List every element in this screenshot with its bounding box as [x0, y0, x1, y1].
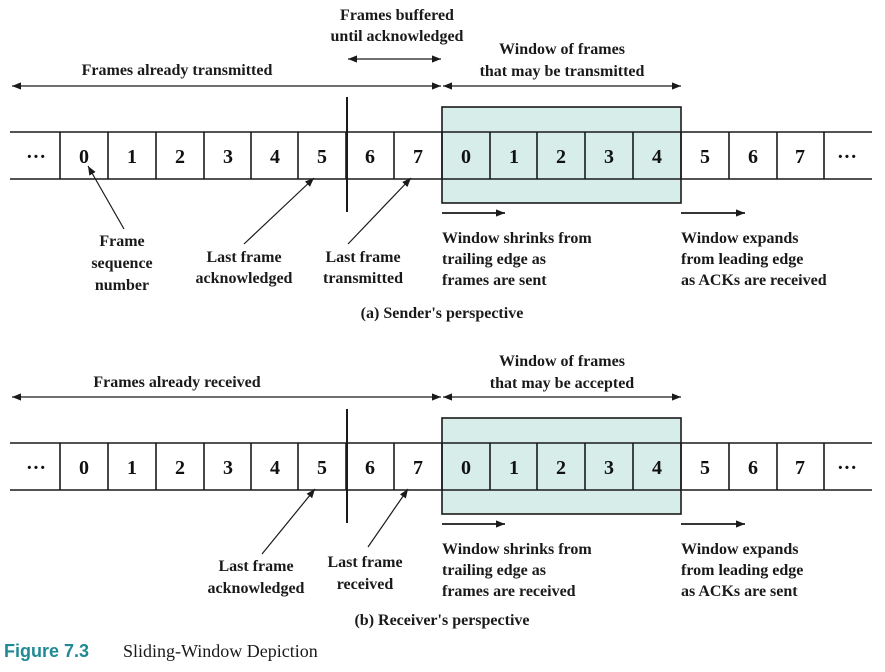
- sender-last-tx-pointer: [347, 177, 412, 245]
- receiver-ellipsis-right: ···: [837, 457, 857, 479]
- sender-shrinks-label-line2: trailing edge as: [442, 251, 546, 268]
- frame-seq-label-line1: Frame: [99, 233, 144, 250]
- receiver-shrinks-label-line3: frames are received: [442, 583, 576, 600]
- rx-window-label-line2: that may be accepted: [490, 375, 635, 392]
- receiver-cells: 0 1 2 3 4 5 6 7 0 1 2 3 4 5 6 7: [79, 457, 805, 479]
- receiver-expands-label-line2: from leading edge: [681, 562, 803, 579]
- receiver-cell-2: 2: [175, 457, 185, 479]
- receiver-cell-1: 1: [127, 457, 137, 479]
- receiver-shrinks-label-line2: trailing edge as: [442, 562, 546, 579]
- receiver-cell-12: 4: [652, 457, 662, 479]
- sender-cell-7: 7: [413, 146, 423, 168]
- sender-panel: Frames buffered until acknowledged Windo…: [10, 7, 872, 322]
- receiver-cell-5: 5: [317, 457, 327, 479]
- window-label-line2: that may be transmitted: [480, 63, 645, 80]
- figure-caption: Figure 7.3 Sliding-Window Depiction: [4, 641, 318, 661]
- sender-cell-10: 2: [556, 146, 566, 168]
- buffered-label-line2: until acknowledged: [331, 28, 464, 45]
- frame-seq-pointer: [87, 165, 125, 230]
- frame-seq-label-line3: number: [95, 277, 149, 294]
- sender-ellipsis-left: ···: [26, 146, 46, 168]
- frame-seq-label-line2: sequence: [91, 255, 152, 272]
- receiver-cell-4: 4: [270, 457, 280, 479]
- sender-cell-12: 4: [652, 146, 662, 168]
- receiver-cell-3: 3: [223, 457, 233, 479]
- receiver-last-ack-label-line1: Last frame: [218, 558, 293, 575]
- receiver-cell-0: 0: [79, 457, 89, 479]
- sender-ellipsis-right: ···: [837, 146, 857, 168]
- receiver-last-ack-pointer: [261, 488, 316, 555]
- sender-caption: (a) Sender's perspective: [361, 305, 524, 322]
- receiver-cell-14: 6: [748, 457, 758, 479]
- sender-cell-8: 0: [461, 146, 471, 168]
- receiver-last-ack-label-line2: acknowledged: [208, 580, 305, 597]
- receiver-expands-label-line3: as ACKs are sent: [681, 583, 798, 600]
- sender-cell-dividers: [59, 132, 825, 179]
- sender-last-ack-pointer: [243, 177, 315, 245]
- sender-shrinks-label-line3: frames are sent: [442, 272, 547, 289]
- sender-cell-2: 2: [175, 146, 185, 168]
- receiver-last-rx-pointer: [367, 488, 409, 548]
- sender-cell-5: 5: [317, 146, 327, 168]
- rx-window-label-line1: Window of frames: [499, 353, 625, 370]
- window-label-line1: Window of frames: [499, 41, 625, 58]
- already-transmitted-label: Frames already transmitted: [82, 62, 273, 79]
- receiver-panel: Window of frames that may be accepted Fr…: [10, 353, 872, 629]
- receiver-window-box: [441, 417, 682, 515]
- receiver-cell-6: 6: [365, 457, 375, 479]
- sender-cell-15: 7: [795, 146, 805, 168]
- sender-window-box: [441, 106, 682, 204]
- sender-cells: 0 1 2 3 4 5 6 7 0 1 2 3 4 5 6 7: [79, 146, 805, 168]
- receiver-cell-15: 7: [795, 457, 805, 479]
- receiver-cell-9: 1: [509, 457, 519, 479]
- sender-last-tx-label-line2: transmitted: [323, 270, 403, 287]
- receiver-last-rx-label-line1: Last frame: [327, 554, 402, 571]
- buffered-label-line1: Frames buffered: [340, 7, 454, 24]
- receiver-expands-label-line1: Window expands: [681, 541, 799, 558]
- sender-cell-13: 5: [700, 146, 710, 168]
- figure-number: Figure 7.3: [4, 641, 89, 661]
- receiver-cell-13: 5: [700, 457, 710, 479]
- receiver-ellipsis-left: ···: [26, 457, 46, 479]
- receiver-cell-7: 7: [413, 457, 423, 479]
- sender-expands-label-line1: Window expands: [681, 230, 799, 247]
- sender-last-ack-label-line1: Last frame: [206, 249, 281, 266]
- receiver-last-rx-label-line2: received: [337, 576, 394, 593]
- receiver-caption: (b) Receiver's perspective: [354, 612, 529, 629]
- sender-cell-3: 3: [223, 146, 233, 168]
- already-received-label: Frames already received: [93, 374, 260, 391]
- sender-cell-9: 1: [509, 146, 519, 168]
- sender-cell-11: 3: [604, 146, 614, 168]
- sender-cell-14: 6: [748, 146, 758, 168]
- sender-expands-label-line3: as ACKs are received: [681, 272, 827, 289]
- receiver-cell-10: 2: [556, 457, 566, 479]
- figure-title: Sliding-Window Depiction: [123, 641, 318, 661]
- sender-cell-0: 0: [79, 146, 89, 168]
- receiver-shrinks-label-line1: Window shrinks from: [442, 541, 592, 558]
- sender-cell-1: 1: [127, 146, 137, 168]
- sender-last-ack-label-line2: acknowledged: [196, 270, 293, 287]
- sender-shrinks-label-line1: Window shrinks from: [442, 230, 592, 247]
- receiver-cell-8: 0: [461, 457, 471, 479]
- sender-expands-label-line2: from leading edge: [681, 251, 803, 268]
- sender-cell-6: 6: [365, 146, 375, 168]
- sender-last-tx-label-line1: Last frame: [325, 249, 400, 266]
- receiver-cell-11: 3: [604, 457, 614, 479]
- sender-cell-4: 4: [270, 146, 280, 168]
